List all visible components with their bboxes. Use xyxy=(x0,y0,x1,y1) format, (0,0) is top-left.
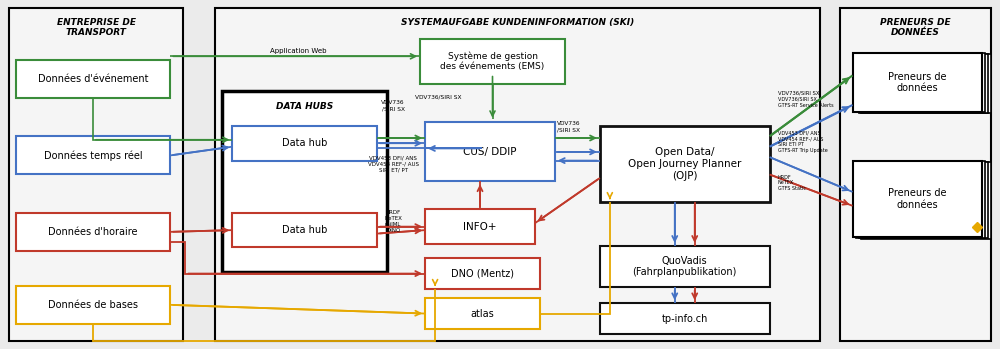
Text: Preneurs de
données: Preneurs de données xyxy=(888,188,947,210)
FancyBboxPatch shape xyxy=(215,8,820,341)
FancyBboxPatch shape xyxy=(600,126,770,202)
FancyBboxPatch shape xyxy=(840,8,991,341)
FancyBboxPatch shape xyxy=(16,60,170,98)
FancyBboxPatch shape xyxy=(9,8,183,341)
Text: VDV736
/SIRI SX: VDV736 /SIRI SX xyxy=(381,101,405,111)
Text: VDV453 DFI/ ANS
VDV454 REF-/ AUS
SIRI ET/ PT: VDV453 DFI/ ANS VDV454 REF-/ AUS SIRI ET… xyxy=(368,155,419,172)
FancyBboxPatch shape xyxy=(861,54,991,113)
Text: VDV736/SIRI SX: VDV736/SIRI SX xyxy=(778,90,819,96)
Text: Système de gestion
des événements (EMS): Système de gestion des événements (EMS) xyxy=(440,52,545,72)
Text: Application Web: Application Web xyxy=(270,48,327,54)
FancyBboxPatch shape xyxy=(856,161,985,238)
Text: ENTREPRISE DE
TRANSPORT: ENTREPRISE DE TRANSPORT xyxy=(57,18,136,37)
Text: Preneurs de
données: Preneurs de données xyxy=(888,72,947,93)
Text: tp-info.ch: tp-info.ch xyxy=(662,314,708,324)
FancyBboxPatch shape xyxy=(425,258,540,289)
Text: DATA HUBS: DATA HUBS xyxy=(276,102,333,111)
Text: Données d'horaire: Données d'horaire xyxy=(48,227,138,237)
FancyBboxPatch shape xyxy=(232,126,377,161)
FancyBboxPatch shape xyxy=(853,53,982,112)
FancyBboxPatch shape xyxy=(853,161,982,237)
FancyBboxPatch shape xyxy=(425,298,540,329)
Text: DNO (Mentz): DNO (Mentz) xyxy=(451,269,514,279)
Text: INFO+: INFO+ xyxy=(463,222,497,232)
FancyBboxPatch shape xyxy=(16,286,170,324)
FancyBboxPatch shape xyxy=(600,303,770,334)
Text: VDV736/SIRI SX: VDV736/SIRI SX xyxy=(415,94,462,99)
FancyBboxPatch shape xyxy=(16,213,170,251)
FancyBboxPatch shape xyxy=(859,162,988,238)
Text: Open Data/
Open Journey Planner
(OJP): Open Data/ Open Journey Planner (OJP) xyxy=(628,148,741,181)
Text: Data hub: Data hub xyxy=(282,138,327,148)
FancyBboxPatch shape xyxy=(861,162,991,239)
Text: Data hub: Data hub xyxy=(282,225,327,235)
Text: Données temps réel: Données temps réel xyxy=(44,150,142,161)
Text: VDV453 DFI/ ANS
VDV454 REF-/ AUS
SIRI ETI PT
GTFS-RT Trip Update: VDV453 DFI/ ANS VDV454 REF-/ AUS SIRI ET… xyxy=(778,131,827,153)
Text: SYSTEMAUFGABE KUNDENINFORMATION (SKI): SYSTEMAUFGABE KUNDENINFORMATION (SKI) xyxy=(401,18,634,27)
Text: HRDF
NeTEX
GTFS Static: HRDF NeTEX GTFS Static xyxy=(778,174,806,191)
FancyBboxPatch shape xyxy=(16,136,170,174)
FancyBboxPatch shape xyxy=(232,213,377,247)
FancyBboxPatch shape xyxy=(420,39,565,84)
Text: VDV736
/SIRI SX: VDV736 /SIRI SX xyxy=(557,121,580,132)
FancyBboxPatch shape xyxy=(856,53,985,112)
FancyBboxPatch shape xyxy=(222,91,387,272)
FancyBboxPatch shape xyxy=(425,209,535,244)
FancyBboxPatch shape xyxy=(600,246,770,288)
Text: CUS/ DDIP: CUS/ DDIP xyxy=(463,147,517,157)
Text: VDV736/SIRI SX
GTFS-RT Service Alerts: VDV736/SIRI SX GTFS-RT Service Alerts xyxy=(778,97,833,108)
Text: QuoVadis
(Fahrplanpublikation): QuoVadis (Fahrplanpublikation) xyxy=(633,256,737,277)
Text: PRENEURS DE
DONNÉES: PRENEURS DE DONNÉES xyxy=(880,18,951,37)
Text: Données de bases: Données de bases xyxy=(48,300,138,310)
Text: HRDF
NeTEX
railML
DINO: HRDF NeTEX railML DINO xyxy=(384,210,402,233)
Text: atlas: atlas xyxy=(471,309,494,319)
Text: Données d'événement: Données d'événement xyxy=(38,74,148,84)
FancyBboxPatch shape xyxy=(425,122,555,181)
FancyBboxPatch shape xyxy=(859,54,988,113)
